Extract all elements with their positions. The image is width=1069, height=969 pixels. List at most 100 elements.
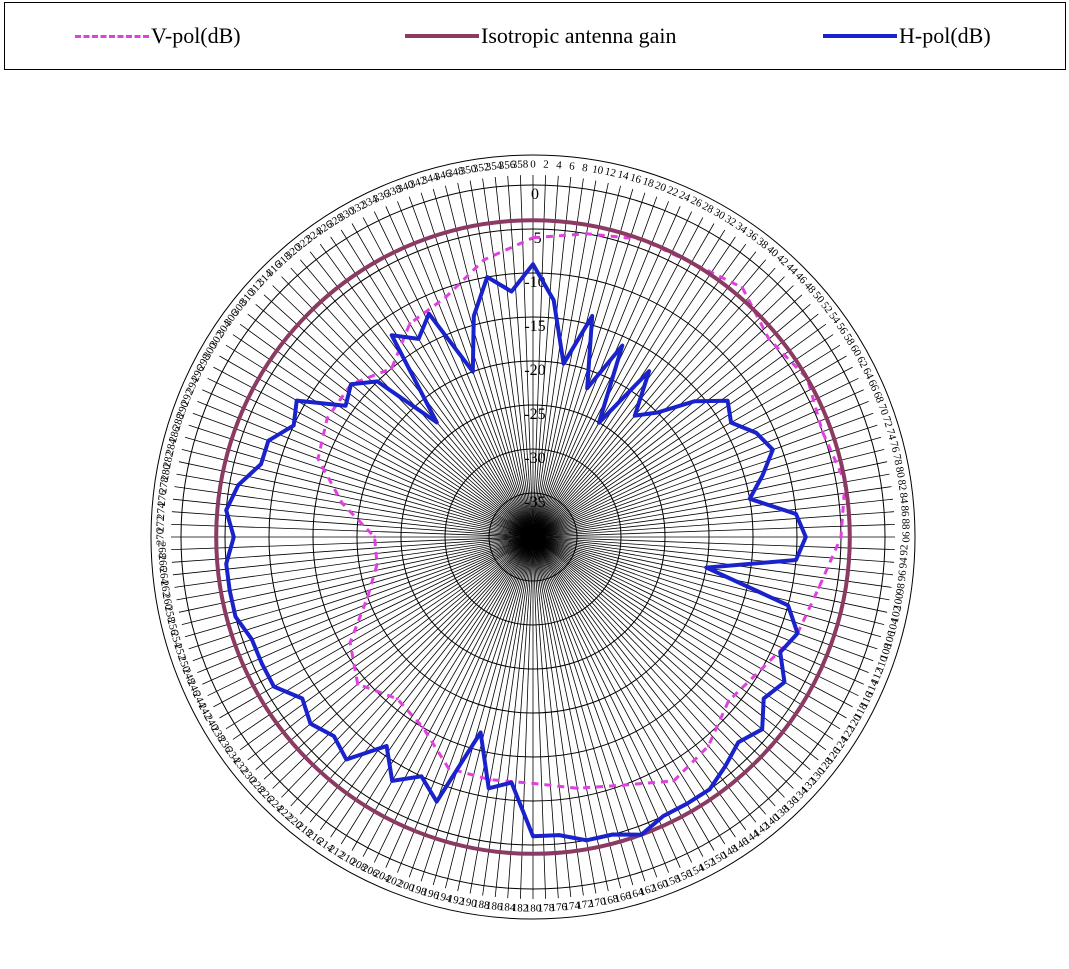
angle-tick-label: 82 (895, 479, 908, 492)
grid-spoke (532, 259, 767, 538)
grid-spoke (520, 175, 534, 538)
series-h-pol-db-point (292, 423, 296, 427)
angle-tick-label: 274 (155, 502, 168, 520)
radial-tick-label: -20 (524, 362, 545, 379)
grid-spoke (532, 355, 847, 538)
grid-spoke (532, 536, 559, 899)
angle-tick-label: 86 (898, 505, 911, 517)
grid-spoke (239, 536, 534, 751)
angle-tick-label: 192 (446, 893, 465, 908)
series-h-pol-db-point (419, 774, 423, 778)
series-v-pol-db-point (767, 337, 771, 341)
angle-tick-label: 108 (878, 642, 895, 662)
series-h-pol-db-point (693, 399, 697, 403)
series-h-pol-db-point (729, 421, 733, 425)
grid-spoke (255, 536, 534, 771)
grid-spoke (408, 536, 534, 878)
series-h-pol-db-point (557, 833, 561, 837)
grid-spoke (362, 536, 534, 857)
grid-spoke (225, 536, 534, 730)
grid-spoke (290, 267, 534, 538)
series-v-pol-db-point (325, 416, 329, 420)
grid-spoke (281, 536, 534, 798)
series-h-pol-db-point (232, 535, 236, 539)
series-h-pol-db-point (487, 786, 491, 790)
angle-tick-label: 356 (498, 159, 516, 172)
grid-spoke (202, 536, 534, 685)
series-h-pol-db-point (224, 508, 228, 512)
angle-tick-label: 68 (871, 390, 886, 405)
angle-tick-label: 194 (434, 890, 453, 906)
series-h-pol-db-point (390, 333, 394, 337)
series-h-pol-db-point (259, 462, 263, 466)
series-v-pol-db-point (375, 563, 379, 566)
series-h-pol-db-point (590, 314, 594, 318)
angle-tick-label: 78 (890, 453, 904, 467)
angle-tick-label: 106 (882, 629, 898, 649)
series-h-pol-db-point (375, 379, 379, 383)
angle-tick-label: 266 (156, 554, 169, 572)
grid-spoke (532, 401, 869, 538)
grid-spoke (432, 536, 534, 886)
grid-spoke (532, 498, 894, 538)
grid-spoke (432, 188, 534, 538)
angle-tick-label: 66 (866, 378, 882, 393)
grid-spoke (319, 243, 534, 538)
grid-spoke (445, 185, 534, 538)
grid-spoke (532, 229, 726, 538)
series-v-pol-db-point (621, 783, 625, 787)
angle-tick-label: 178 (538, 902, 555, 915)
angle-tick-label: 280 (159, 463, 174, 482)
angle-tick-label: 16 (629, 172, 643, 187)
legend: V-pol(dB) Isotropic antenna gain H-pol(d… (4, 2, 1066, 70)
angle-tick-label: 180 (525, 903, 542, 915)
grid-spoke (181, 536, 534, 625)
angle-tick-label: 96 (896, 569, 909, 582)
series-v-pol-db-point (820, 430, 824, 434)
angle-tick-label: 72 (880, 415, 895, 429)
series-h-pol-db-point (250, 637, 254, 641)
angle-tick-label: 174 (563, 900, 581, 914)
grid-spoke (178, 536, 534, 613)
grid-spoke (247, 313, 534, 538)
angle-tick-label: 340 (396, 178, 416, 195)
grid-spoke (397, 201, 534, 538)
grid-spoke (532, 536, 681, 868)
series-h-pol-db-point (344, 404, 348, 408)
grid-spoke (532, 536, 736, 838)
angle-tick-label: 26 (689, 194, 705, 210)
grid-spoke (263, 294, 534, 538)
grid-spoke (469, 536, 534, 894)
grid-spoke (532, 536, 584, 896)
grid-spoke (532, 536, 853, 708)
grid-spoke (532, 436, 882, 538)
grid-spoke (482, 178, 534, 538)
series-h-pol-db-point (272, 685, 276, 689)
polar-chart: 0 2 4 6 8 10 12 1416182022242628303234363840424… (150, 154, 916, 920)
grid-spoke (172, 536, 534, 576)
grid-spoke (299, 259, 534, 538)
radial-tick-label: -25 (524, 406, 545, 423)
grid-spoke (213, 536, 534, 708)
series-h-pol-db-point (760, 727, 764, 731)
grid-spoke (532, 536, 634, 886)
grid-spoke (532, 536, 658, 878)
angle-tick-label: 170 (588, 895, 607, 910)
grid-spoke (351, 223, 534, 538)
legend-label-isotropic: Isotropic antenna gain (481, 23, 677, 48)
isotropic-swatch (405, 34, 479, 38)
grid-spoke (397, 536, 534, 873)
legend-label-hpol: H-pol(dB) (899, 23, 991, 48)
series-h-pol-db-point (708, 787, 712, 791)
series-h-pol-db-point (435, 800, 439, 804)
series-h-pol-db-point (472, 314, 476, 318)
angle-tick-label: 104 (886, 617, 902, 636)
angle-tick-label: 252 (171, 642, 188, 661)
angle-tick-label: 200 (396, 878, 416, 895)
grid-spoke (532, 294, 803, 538)
series-h-pol-db-point (647, 369, 651, 373)
angle-tick-label: 98 (894, 582, 907, 595)
grid-spoke (184, 436, 534, 538)
angle-tick-label: 70 (876, 402, 891, 417)
series-h-pol-db-point (656, 411, 659, 414)
